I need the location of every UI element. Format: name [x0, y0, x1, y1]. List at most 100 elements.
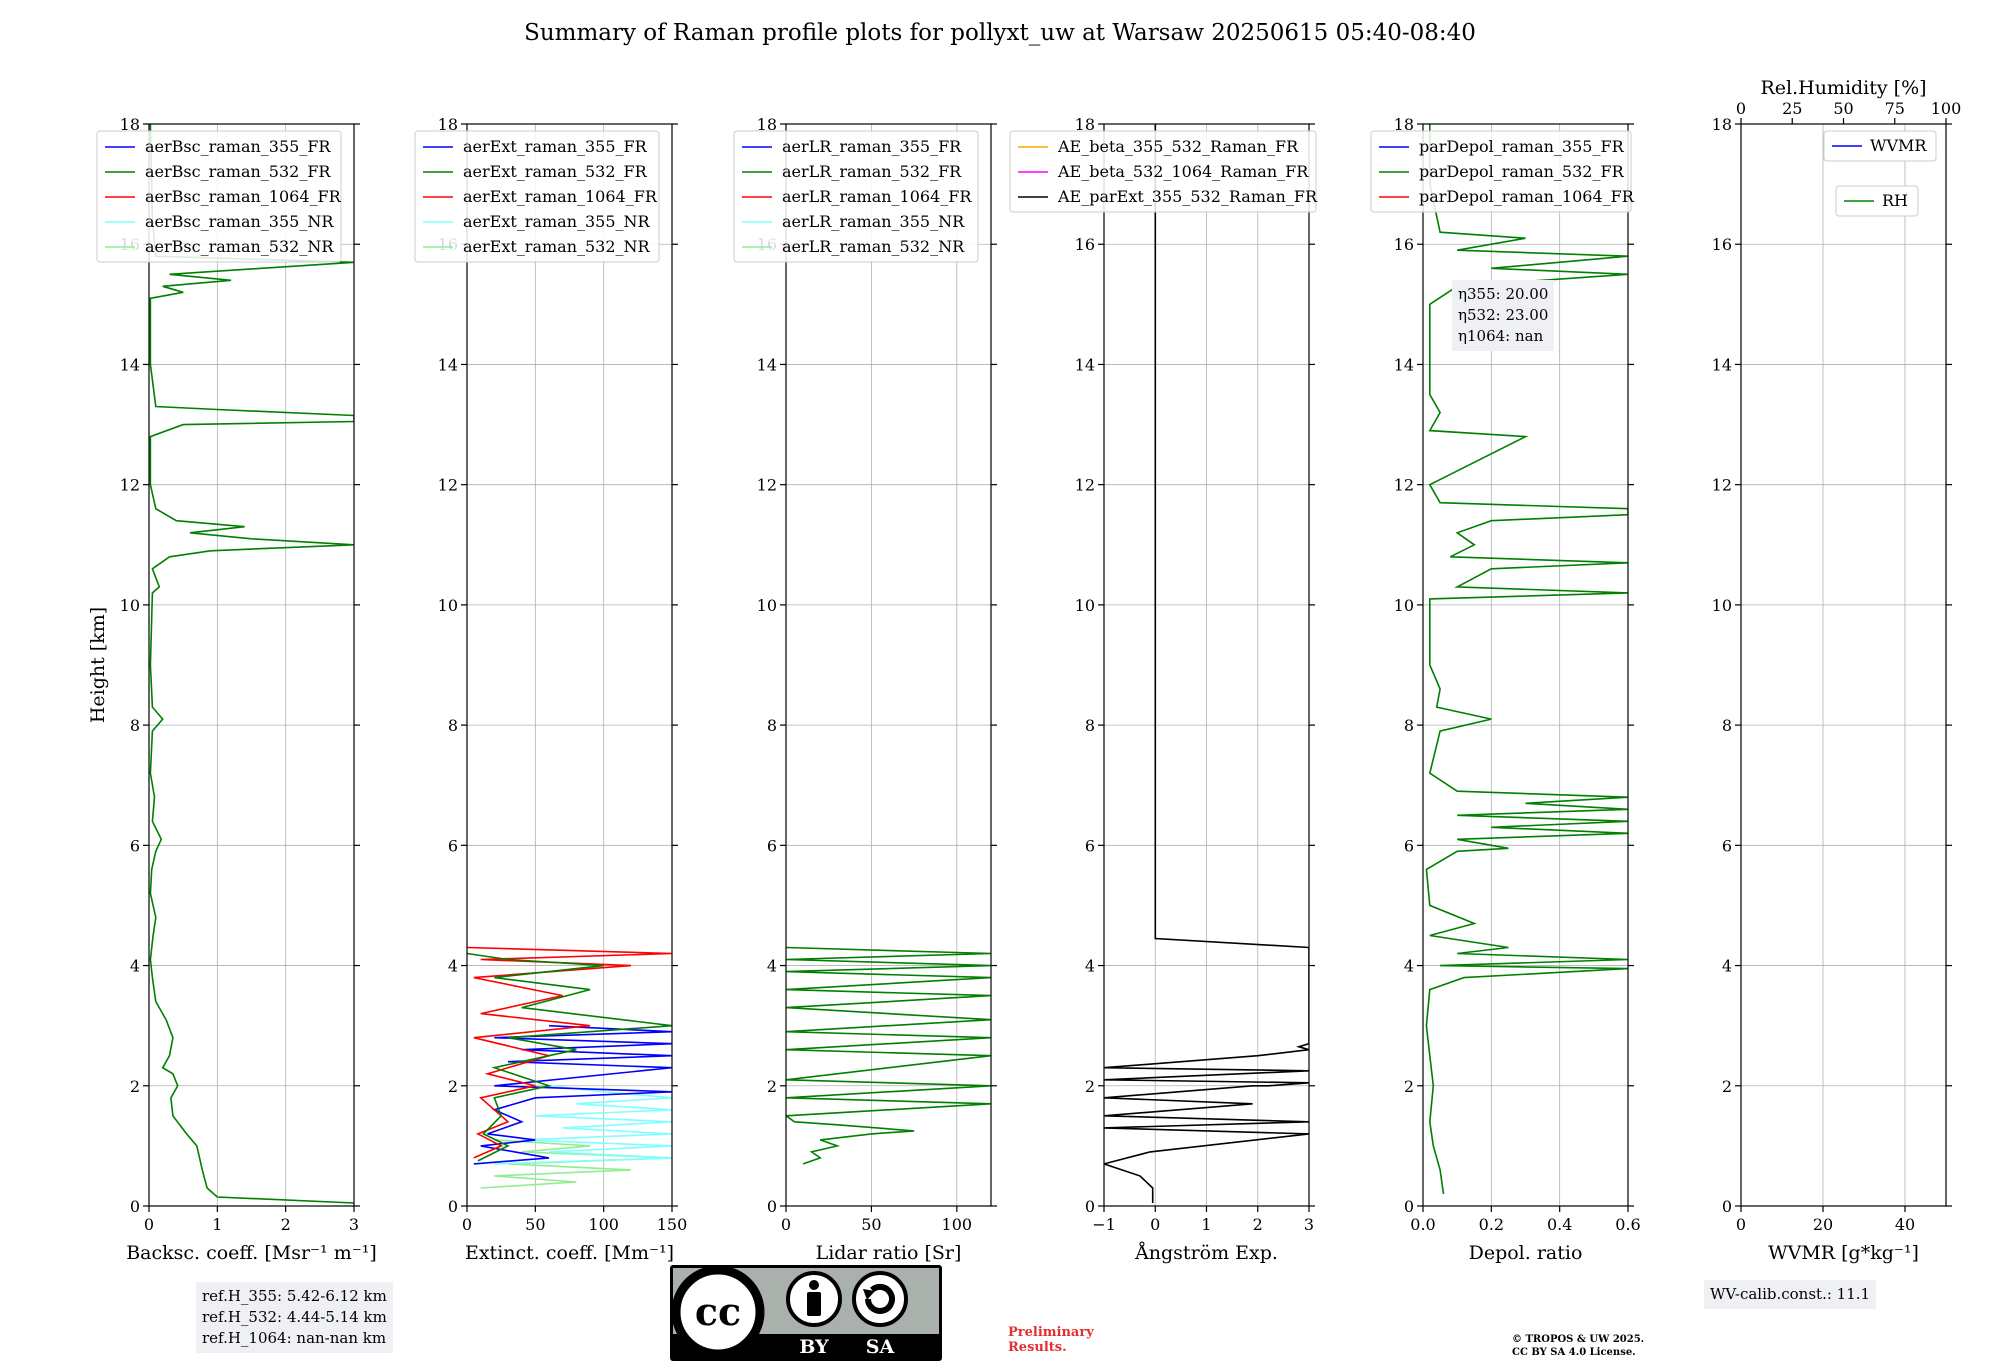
ytick-label: 18 — [1394, 115, 1414, 134]
figure-title: Summary of Raman profile plots for polly… — [524, 20, 1476, 46]
legend: aerBsc_raman_355_FR aerBsc_raman_532_FRae… — [96, 130, 342, 263]
ref-height-1064: ref.H_1064: nan-nan km — [202, 1329, 387, 1347]
ytick-label: 10 — [1394, 596, 1414, 615]
panel-depolarization: 0 2 4 6 8 10 12 14 16 18 0.0 0.2 0.4 0.6 Depol. ratio p… — [1370, 115, 1641, 1264]
ytick-label: 8 — [1404, 716, 1414, 735]
ytick-label: 6 — [767, 836, 777, 855]
series-line-aerBsc_raman_532_FR — [149, 124, 354, 1204]
axes-frame — [785, 123, 992, 1207]
eta-532: η532: 23.00 — [1458, 306, 1549, 324]
eta-1064: η1064: nan — [1458, 327, 1544, 345]
legend-entry: aerBsc_raman_532_FR — [145, 162, 331, 181]
xtick-label: 3 — [1304, 1215, 1314, 1234]
ytick-label: 10 — [1075, 596, 1095, 615]
panel-lidar_ratio: 024681012141618050100Lidar ratio [Sr]aer… — [733, 115, 997, 1264]
xaxis-label: Extinct. coeff. [Mm⁻¹] — [465, 1242, 674, 1264]
x2tick-label: 50 — [1833, 99, 1853, 118]
x2axis-label: Rel.Humidity [%] — [1760, 77, 1926, 99]
ytick-label: 4 — [1722, 957, 1732, 976]
ref-height-355: ref.H_355: 5.42-6.12 km — [202, 1287, 387, 1305]
ytick-label: 8 — [448, 716, 458, 735]
xtick-label: 40 — [1895, 1215, 1915, 1234]
xtick-label: 0.0 — [1410, 1215, 1435, 1234]
panel-extinction: 024681012141618050100150Extinct. coeff. … — [414, 115, 687, 1264]
xtick-label: 2 — [281, 1215, 291, 1234]
legend-frame — [414, 130, 660, 263]
copyright-line-2: CC BY SA 4.0 License. — [1512, 1347, 1636, 1358]
xtick-label: 50 — [861, 1215, 881, 1234]
legend-entry: aerBsc_raman_1064_FR — [145, 187, 342, 206]
x2tick-label: 25 — [1782, 99, 1802, 118]
axes-frame — [466, 123, 673, 1207]
ref-height-532: ref.H_532: 4.44-5.14 km — [202, 1308, 387, 1326]
ytick-label: 8 — [767, 716, 777, 735]
ytick-label: 10 — [120, 596, 140, 615]
ytick-label: 12 — [757, 476, 777, 495]
legend-frame — [1835, 185, 1919, 217]
ytick-label: 14 — [1075, 355, 1095, 374]
xtick-label: 0 — [1736, 1215, 1746, 1234]
xtick-label: 0.2 — [1479, 1215, 1504, 1234]
ytick-label: 0 — [130, 1197, 140, 1216]
series-line-aerExt_raman_532_FR — [467, 952, 672, 1162]
sa-label: SA — [866, 1336, 895, 1358]
ytick-label: 0 — [1085, 1197, 1095, 1216]
xtick-label: 0 — [781, 1215, 791, 1234]
axes-frame — [1740, 123, 1947, 1207]
xtick-label: 1 — [212, 1215, 222, 1234]
xtick-label: 0 — [1150, 1215, 1160, 1234]
legend-entry: aerLR_raman_532_NR — [782, 237, 965, 256]
xtick-label: −1 — [1092, 1215, 1116, 1234]
cc-logo-icon — [671, 1265, 765, 1359]
ytick-label: 6 — [1085, 836, 1095, 855]
series-line-parDepol_raman_532_FR — [1425, 124, 1628, 1195]
cc-logo-text: cc — [695, 1289, 741, 1334]
ytick-label: 4 — [130, 957, 140, 976]
ytick-label: 14 — [1394, 355, 1414, 374]
xtick-label: 20 — [1813, 1215, 1833, 1234]
ytick-label: 2 — [1404, 1077, 1414, 1096]
reference-heights-box: ref.H_355: 5.42-6.12 km ref.H_532: 4.44-… — [196, 1282, 393, 1353]
legend-frame — [1009, 130, 1317, 213]
ytick-label: 6 — [448, 836, 458, 855]
xtick-label: 0 — [144, 1215, 154, 1234]
legend-entry: aerBsc_raman_532_NR — [145, 237, 334, 256]
preliminary-line-1: Preliminary — [1008, 1325, 1094, 1340]
ytick-label: 10 — [1712, 596, 1732, 615]
xtick-label: 0.4 — [1547, 1215, 1572, 1234]
ytick-label: 0 — [1722, 1197, 1732, 1216]
series-line-aerExt_raman_355_FR — [473, 1024, 672, 1165]
ytick-label: 8 — [1722, 716, 1732, 735]
copyright-line-1: © TROPOS & UW 2025. — [1512, 1334, 1645, 1345]
wv-calib-box: WV-calib.const.: 11.1 — [1704, 1280, 1877, 1309]
xtick-label: 50 — [525, 1215, 545, 1234]
ytick-label: 12 — [1394, 476, 1414, 495]
legend-frame — [1823, 130, 1937, 162]
series-line-aerExt_raman_355_NR — [494, 1085, 672, 1165]
ytick-label: 2 — [130, 1077, 140, 1096]
ytick-label: 14 — [1712, 355, 1732, 374]
ytick-label: 4 — [448, 957, 458, 976]
legend-entry: aerLR_raman_1064_FR — [782, 187, 972, 206]
legend-entry: AE_beta_532_1064_Raman_FR — [1057, 162, 1309, 181]
xaxis-label: Lidar ratio [Sr] — [816, 1242, 962, 1264]
xaxis-label: Ångström Exp. — [1134, 1242, 1278, 1264]
ytick-label: 6 — [1404, 836, 1414, 855]
ytick-label: 16 — [1712, 235, 1732, 254]
preliminary-note: Preliminary Results. — [1008, 1325, 1094, 1355]
ytick-label: 18 — [1075, 115, 1095, 134]
ytick-label: 12 — [1712, 476, 1732, 495]
legend-entry: aerExt_raman_532_NR — [463, 237, 651, 256]
ytick-label: 2 — [448, 1077, 458, 1096]
legend-entry: aerLR_raman_355_NR — [782, 212, 965, 231]
copyright-note: © TROPOS & UW 2025. CC BY SA 4.0 License… — [1512, 1333, 1644, 1359]
legend-rh: RH — [1835, 185, 1919, 217]
panel-backscatter: 0246810121416180123Backsc. coeff. [Msr⁻¹… — [87, 115, 377, 1264]
ytick-label: 14 — [438, 355, 458, 374]
eta-box: η355: 20.00 η532: 23.00 η1064: nan — [1452, 280, 1555, 351]
legend: aerLR_raman_355_FR aerLR_raman_532_FR aerL… — [733, 130, 979, 263]
ytick-label: 12 — [1075, 476, 1095, 495]
legend-entry: aerExt_raman_355_NR — [463, 212, 651, 231]
legend-entry: aerLR_raman_355_FR — [782, 137, 962, 156]
legend-entry: parDepol_raman_1064_FR — [1419, 187, 1635, 206]
